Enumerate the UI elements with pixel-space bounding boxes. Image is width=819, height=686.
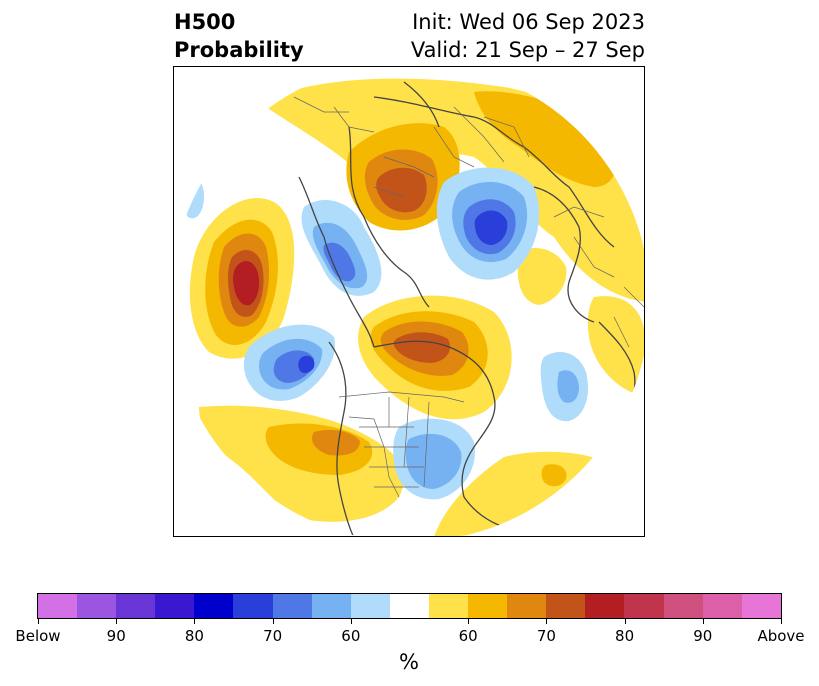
colorbar-segment [77,594,117,618]
below-75-regions [298,210,508,374]
title-variable: H500 [174,10,236,34]
colorbar-tick-label: 60 [458,627,478,645]
colorbar-tick [702,619,704,624]
colorbar-tick [194,619,196,624]
coastlines [298,81,636,536]
colorbar-segment [233,594,273,618]
above-80-regions [232,261,260,306]
init-date: Init: Wed 06 Sep 2023 [412,10,645,34]
colorbar-segment [546,594,586,618]
colorbar-tick-label: 90 [106,627,126,645]
colorbar-segment [663,594,703,618]
colorbar-tick [350,619,352,624]
colorbar-segment [585,594,625,618]
colorbar-tick-label: 60 [341,627,361,645]
colorbar-tick [38,619,39,624]
colorbar-tick [624,619,626,624]
colorbar-tick [116,619,118,624]
colorbar-tick-label: 70 [536,627,556,645]
title-left: H500 Probability [174,8,304,64]
colorbar-segment [155,594,195,618]
colorbar-segment [272,594,312,618]
title-type: Probability [174,38,304,62]
map-panel [173,66,645,537]
valid-range: Valid: 21 Sep – 27 Sep [410,38,645,62]
colorbar-segment [741,594,781,618]
colorbar-tick [272,619,274,624]
colorbar-segment [194,594,234,618]
colorbar-tick [468,619,470,624]
colorbar-segment [702,594,742,618]
colorbar-segment [116,594,156,618]
colorbar-segment [389,594,429,618]
colorbar-segment [350,594,390,618]
colorbar-tick-label: Above [757,627,805,645]
colorbar-tick-label: 80 [184,627,204,645]
colorbar-segment [428,594,469,618]
colorbar-tick [781,619,782,624]
colorbar-tick [546,619,548,624]
colorbar-segment [311,594,351,618]
title-right: Init: Wed 06 Sep 2023 Valid: 21 Sep – 27… [370,8,645,64]
colorbar-tick-label: 90 [693,627,713,645]
colorbar [37,593,782,619]
colorbar-tick-label: 70 [263,627,283,645]
colorbar-segment [468,594,508,618]
colorbar-tick-label: 80 [615,627,635,645]
colorbar-unit-label: % [399,650,419,674]
colorbar-segment [507,594,547,618]
colorbar-segment [38,594,78,618]
political-borders [293,96,644,498]
colorbar-segment [624,594,664,618]
above-75-regions [227,167,451,363]
probability-map [183,78,644,536]
colorbar-tick-label: Below [15,627,61,645]
